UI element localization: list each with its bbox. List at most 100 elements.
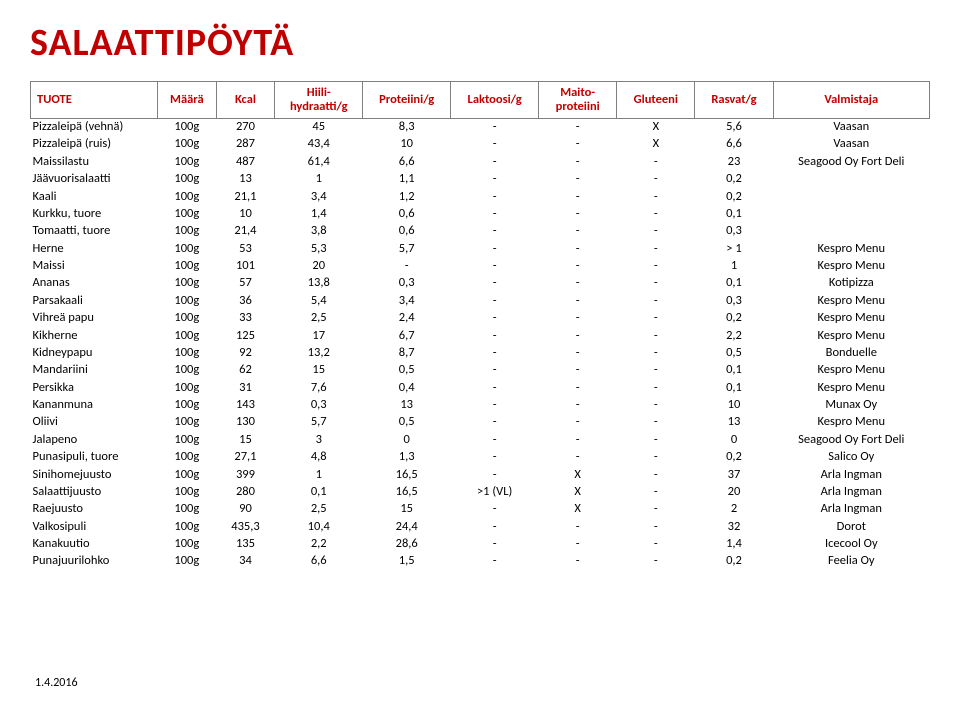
table-cell: 0,4: [363, 379, 451, 396]
table-cell: -: [617, 171, 695, 188]
table-cell: 3: [275, 431, 363, 448]
table-row: Kidneypapu100g9213,28,7---0,5Bonduelle: [31, 344, 930, 361]
table-cell: 13: [695, 414, 773, 431]
table-cell: 100g: [158, 483, 217, 500]
table-cell: Parsakaali: [31, 292, 158, 309]
table-row: Salaattijuusto100g2800,116,5>1 (VL)X-20A…: [31, 483, 930, 500]
table-cell: -: [539, 240, 617, 257]
table-cell: Mandariini: [31, 362, 158, 379]
table-cell: 100g: [158, 501, 217, 518]
table-cell: 10,4: [275, 518, 363, 535]
table-cell: 100g: [158, 171, 217, 188]
table-cell: 6,6: [363, 153, 451, 170]
table-cell: 100g: [158, 449, 217, 466]
table-cell: 0,2: [695, 188, 773, 205]
table-cell: Arla Ingman: [773, 501, 929, 518]
table-cell: -: [451, 344, 539, 361]
table-cell: 27,1: [216, 449, 275, 466]
table-cell: -: [539, 327, 617, 344]
table-cell: 130: [216, 414, 275, 431]
table-cell: 1,4: [695, 536, 773, 553]
table-cell: 0,2: [695, 171, 773, 188]
table-cell: 90: [216, 501, 275, 518]
table-cell: 2: [695, 501, 773, 518]
table-cell: 13,8: [275, 275, 363, 292]
table-cell: -: [617, 292, 695, 309]
table-cell: Herne: [31, 240, 158, 257]
table-cell: -: [617, 414, 695, 431]
table-cell: 16,5: [363, 483, 451, 500]
table-cell: Jalapeno: [31, 431, 158, 448]
table-cell: 100g: [158, 223, 217, 240]
table-cell: -: [451, 536, 539, 553]
table-cell: 15: [275, 362, 363, 379]
table-row: Punajuurilohko100g346,61,5---0,2Feelia O…: [31, 553, 930, 570]
table-cell: 5,7: [275, 414, 363, 431]
table-cell: -: [451, 205, 539, 222]
table-cell: Oliivi: [31, 414, 158, 431]
table-cell: 15: [363, 501, 451, 518]
table-cell: Maissilastu: [31, 153, 158, 170]
table-row: Maissilastu100g48761,46,6---23Seagood Oy…: [31, 153, 930, 170]
table-body: Pizzaleipä (vehnä)100g270458,3--X5,6Vaas…: [31, 118, 930, 570]
table-cell: 100g: [158, 310, 217, 327]
table-cell: 5,6: [695, 118, 773, 136]
table-cell: 15: [216, 431, 275, 448]
table-cell: -: [617, 344, 695, 361]
table-cell: Kidneypapu: [31, 344, 158, 361]
table-cell: Arla Ingman: [773, 466, 929, 483]
table-cell: -: [617, 483, 695, 500]
table-cell: 53: [216, 240, 275, 257]
table-cell: -: [451, 431, 539, 448]
table-cell: -: [451, 240, 539, 257]
table-cell: X: [539, 483, 617, 500]
table-cell: Kespro Menu: [773, 362, 929, 379]
table-cell: 16,5: [363, 466, 451, 483]
table-cell: 399: [216, 466, 275, 483]
table-cell: -: [617, 553, 695, 570]
table-cell: 0,5: [363, 414, 451, 431]
table-cell: 37: [695, 466, 773, 483]
table-row: Kurkku, tuore100g101,40,6---0,1: [31, 205, 930, 222]
table-cell: -: [617, 205, 695, 222]
table-cell: -: [451, 171, 539, 188]
table-cell: -: [451, 379, 539, 396]
table-cell: 100g: [158, 205, 217, 222]
table-cell: 143: [216, 397, 275, 414]
table-cell: 2,2: [275, 536, 363, 553]
table-cell: 0,1: [695, 379, 773, 396]
table-cell: -: [617, 188, 695, 205]
table-cell: [773, 188, 929, 205]
table-cell: [773, 223, 929, 240]
table-row: Raejuusto100g902,515-X-2Arla Ingman: [31, 501, 930, 518]
table-cell: Seagood Oy Fort Deli: [773, 153, 929, 170]
table-cell: 100g: [158, 518, 217, 535]
table-cell: 3,4: [363, 292, 451, 309]
table-cell: 1,4: [275, 205, 363, 222]
table-cell: 10: [216, 205, 275, 222]
table-cell: 24,4: [363, 518, 451, 535]
table-cell: -: [451, 414, 539, 431]
table-cell: > 1: [695, 240, 773, 257]
table-row: Valkosipuli100g435,310,424,4---32Dorot: [31, 518, 930, 535]
table-cell: 0,6: [363, 223, 451, 240]
table-cell: 5,3: [275, 240, 363, 257]
table-cell: -: [451, 362, 539, 379]
table-cell: 7,6: [275, 379, 363, 396]
table-cell: 287: [216, 136, 275, 153]
table-cell: 100g: [158, 275, 217, 292]
table-cell: 100g: [158, 188, 217, 205]
table-cell: -: [617, 536, 695, 553]
table-cell: 36: [216, 292, 275, 309]
table-cell: Kespro Menu: [773, 327, 929, 344]
table-cell: 1: [275, 171, 363, 188]
table-cell: 0,6: [363, 205, 451, 222]
table-cell: -: [539, 118, 617, 136]
column-header: Laktoosi/g: [451, 82, 539, 119]
table-cell: -: [451, 153, 539, 170]
table-cell: Seagood Oy Fort Deli: [773, 431, 929, 448]
table-cell: 0,2: [695, 553, 773, 570]
table-cell: 4,8: [275, 449, 363, 466]
table-cell: -: [617, 397, 695, 414]
table-cell: 8,7: [363, 344, 451, 361]
